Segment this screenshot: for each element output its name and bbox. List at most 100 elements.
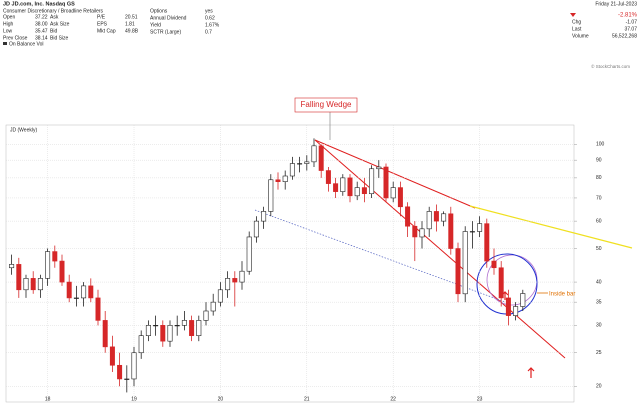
candle-body [347, 177, 353, 197]
stat-label: Volume [572, 33, 589, 39]
quote-label: Ask Size [50, 21, 70, 27]
candle-body [455, 248, 461, 295]
candle-body [189, 320, 195, 337]
y-tick-label: 20 [596, 384, 602, 390]
x-tick-label: 19 [131, 396, 137, 402]
candle-body [124, 378, 130, 380]
field-label: EPS [97, 21, 108, 27]
legend-label: On Balance Vol [9, 41, 43, 47]
wedge-upper [314, 139, 476, 209]
y-tick-label: 80 [596, 175, 602, 181]
candle-body [109, 346, 115, 366]
chart-title: JD (Weekly) [10, 127, 37, 133]
field-value: 49.8B [125, 28, 139, 34]
field-value: 0.7 [205, 29, 212, 35]
candle-body [282, 175, 288, 182]
stat-value: 56,522,268 [612, 33, 637, 39]
candle-body [217, 289, 223, 303]
candle-body [73, 297, 79, 299]
candle-body [16, 264, 22, 291]
support-line [254, 209, 506, 303]
candle-body [45, 251, 51, 279]
candle-body [325, 170, 331, 184]
quote-label: Bid [50, 28, 57, 34]
candle-body [88, 285, 94, 299]
candle-body [448, 213, 454, 249]
candle-body [498, 267, 504, 299]
candle-body [505, 297, 511, 316]
candle-body [210, 301, 216, 312]
x-tick-label: 20 [218, 396, 224, 402]
candle-body [289, 163, 295, 177]
candle-body [102, 320, 108, 348]
y-tick-label: 40 [596, 279, 602, 285]
field-label: Annual Dividend [150, 15, 187, 21]
field-label: P/E [97, 14, 106, 20]
candle-body [340, 177, 346, 192]
candle-body [354, 187, 360, 197]
candle-body [513, 306, 519, 316]
legend-swatch [3, 42, 7, 45]
candle-body [369, 168, 375, 195]
arrow [527, 367, 535, 378]
candle-body [81, 285, 87, 299]
field-value: 1.67% [205, 22, 220, 28]
x-tick-label: 21 [304, 396, 310, 402]
candle-body [253, 220, 259, 238]
field-label: Yield [150, 22, 161, 28]
y-tick-label: 25 [596, 350, 602, 356]
field-label: Low [3, 28, 13, 34]
candle-body [311, 145, 317, 163]
y-tick-label: 90 [596, 157, 602, 163]
y-tick-label: 35 [596, 299, 602, 305]
candle-body [30, 278, 36, 291]
stat-value: -1.07 [626, 19, 638, 25]
candle-body [333, 183, 339, 192]
candle-body [261, 211, 267, 222]
candle-body [383, 166, 389, 199]
field-label: SCTR (Large) [150, 29, 181, 35]
date: Friday 21-Jul-2023 [595, 1, 637, 7]
candle-body [52, 251, 58, 262]
candle-body [167, 325, 173, 342]
candle-body [174, 325, 180, 327]
annotation-lines [254, 97, 633, 378]
candle-body [376, 166, 382, 170]
field-label: Mkt Cap [97, 28, 116, 34]
candle-body [239, 270, 245, 283]
candle-body [268, 179, 274, 212]
y-tick-label: 50 [596, 246, 602, 252]
field-value: yes [205, 8, 213, 14]
candle-body [412, 225, 418, 238]
candle-body [491, 260, 497, 269]
ticker-title: JD JD.com, Inc. Nasdaq GS [3, 1, 75, 7]
stat-label: Chg [572, 19, 581, 25]
annotation: Falling Wedge [301, 100, 353, 109]
candle-body [138, 335, 144, 354]
candle-body [23, 278, 29, 291]
candle-body [196, 320, 202, 337]
wedge-label-box [294, 97, 358, 113]
field-label: Open [3, 14, 15, 20]
y-tick-label: 60 [596, 218, 602, 224]
candle-body [59, 260, 65, 283]
candle-body [203, 310, 209, 321]
candle-body [232, 278, 238, 283]
stat-label: Last [572, 26, 582, 32]
annotation: Inside bar [549, 292, 575, 298]
candle-body [441, 213, 447, 222]
x-tick-label: 23 [477, 396, 483, 402]
field-value: 35.47 [35, 28, 48, 34]
candle-body [477, 223, 483, 232]
watermark: © StockCharts.com [591, 63, 630, 69]
field-label: Options [150, 8, 168, 14]
candle-body [297, 163, 303, 165]
field-value: 0.62 [205, 15, 215, 21]
candle-body [66, 281, 72, 299]
stat-value: 37.07 [624, 26, 637, 32]
candle-body [246, 236, 252, 272]
candle-body [225, 278, 231, 291]
candle-body [304, 161, 310, 164]
